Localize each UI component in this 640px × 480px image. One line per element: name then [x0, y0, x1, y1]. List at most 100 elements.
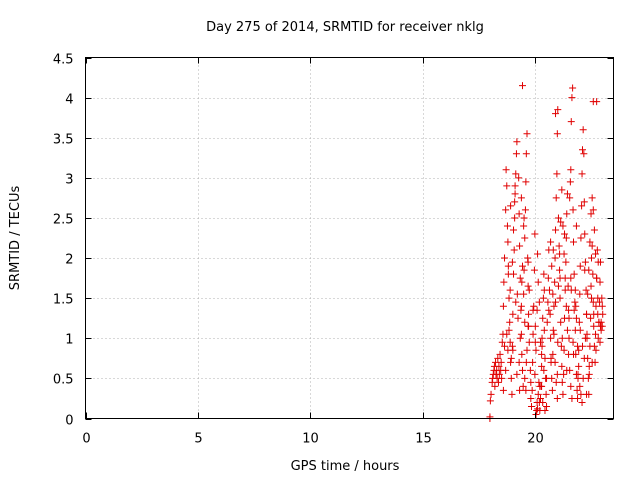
- data-point: [491, 382, 499, 390]
- data-point: [503, 330, 511, 338]
- x-tick-label: 20: [527, 432, 544, 447]
- data-point: [495, 362, 503, 370]
- data-point: [574, 370, 582, 378]
- data-point: [570, 238, 578, 246]
- data-point: [569, 338, 577, 346]
- data-point: [530, 266, 538, 274]
- data-point: [578, 342, 586, 350]
- data-point: [583, 310, 591, 318]
- data-point: [525, 322, 533, 330]
- data-point: [559, 390, 567, 398]
- data-point: [567, 274, 575, 282]
- y-tick-label: 0.5: [53, 373, 74, 388]
- data-point: [520, 290, 528, 298]
- data-point: [536, 394, 544, 402]
- data-point: [582, 286, 590, 294]
- data-point: [529, 358, 537, 366]
- data-point: [511, 190, 519, 198]
- data-point: [562, 258, 570, 266]
- data-point: [579, 126, 587, 134]
- data-point: [556, 266, 564, 274]
- y-tick-label: 0: [65, 414, 73, 429]
- data-point: [510, 246, 518, 254]
- data-point: [553, 170, 561, 178]
- data-point: [584, 290, 592, 298]
- data-point: [535, 378, 543, 386]
- data-point: [576, 290, 584, 298]
- data-point: [521, 318, 529, 326]
- data-point: [547, 238, 555, 246]
- data-point: [596, 338, 604, 346]
- data-point: [593, 98, 601, 106]
- data-point: [514, 314, 522, 322]
- data-point: [540, 326, 548, 334]
- data-point: [530, 302, 538, 310]
- data-point: [522, 358, 530, 366]
- data-point: [500, 278, 508, 286]
- data-point: [550, 330, 558, 338]
- grid-lines: [85, 57, 614, 419]
- x-tick-label: 0: [82, 432, 90, 447]
- data-point: [593, 274, 601, 282]
- data-point: [545, 306, 553, 314]
- data-point: [513, 290, 521, 298]
- data-point: [578, 398, 586, 406]
- data-point: [496, 350, 504, 358]
- data-point: [594, 258, 602, 266]
- data-point: [526, 366, 534, 374]
- data-point: [587, 210, 595, 218]
- data-point: [585, 370, 593, 378]
- data-point: [590, 342, 598, 350]
- data-point: [552, 298, 560, 306]
- data-point: [573, 386, 581, 394]
- data-point: [508, 390, 516, 398]
- data-point: [554, 214, 562, 222]
- data-point: [512, 298, 520, 306]
- data-point: [522, 150, 530, 158]
- data-point: [516, 274, 524, 282]
- data-point: [592, 250, 600, 258]
- data-point: [572, 302, 580, 310]
- y-tick-label: 2.5: [53, 213, 74, 228]
- data-point: [581, 334, 589, 342]
- data-point: [590, 310, 598, 318]
- data-point: [512, 170, 520, 178]
- data-point: [494, 378, 502, 386]
- data-point: [538, 350, 546, 358]
- data-point: [552, 226, 560, 234]
- data-point: [566, 178, 574, 186]
- data-point: [583, 390, 591, 398]
- data-point: [581, 266, 589, 274]
- data-point: [563, 326, 571, 334]
- data-point: [538, 362, 546, 370]
- data-point: [580, 198, 588, 206]
- data-point: [506, 338, 514, 346]
- data-point: [525, 338, 533, 346]
- axis-ticks: [85, 57, 614, 420]
- data-point: [557, 342, 565, 350]
- data-point: [586, 238, 594, 246]
- data-point: [498, 374, 506, 382]
- data-point: [558, 362, 566, 370]
- data-point: [540, 286, 548, 294]
- data-point: [497, 358, 505, 366]
- data-point: [524, 282, 532, 290]
- x-tick-labels: 0 5 10 15 20: [82, 432, 543, 447]
- data-point: [553, 370, 561, 378]
- data-point: [571, 298, 579, 306]
- data-point: [581, 258, 589, 266]
- data-point: [517, 330, 525, 338]
- data-point: [519, 262, 527, 270]
- data-point: [593, 246, 601, 254]
- data-point: [576, 262, 584, 270]
- data-point: [588, 358, 596, 366]
- data-point: [521, 234, 529, 242]
- data-point: [539, 294, 547, 302]
- data-point: [547, 358, 555, 366]
- data-point: [524, 258, 532, 266]
- data-point: [558, 334, 566, 342]
- data-point: [598, 302, 606, 310]
- data-point: [549, 246, 557, 254]
- data-point: [585, 362, 593, 370]
- data-point: [578, 170, 586, 178]
